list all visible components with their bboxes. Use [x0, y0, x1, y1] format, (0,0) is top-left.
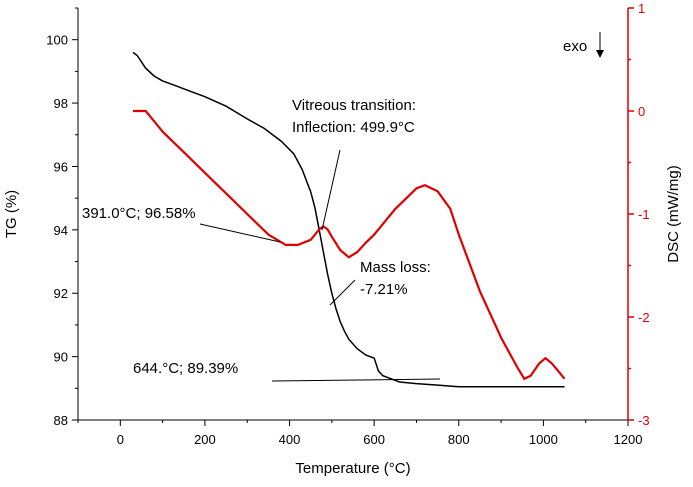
tg-point-annotation: 391.0°C; 96.58% — [82, 205, 196, 222]
y-right-tick-label: -3 — [638, 413, 650, 428]
tg-point-leader-line — [199, 223, 281, 243]
y-axis-left-title: TG (%) — [3, 190, 20, 238]
x-tick-label: 600 — [363, 432, 385, 447]
exo-arrow-icon — [596, 50, 604, 58]
x-tick-label: 400 — [279, 432, 301, 447]
residue-annotation: 644.°C; 89.39% — [133, 360, 238, 377]
vitreous-leader-line — [321, 149, 341, 231]
y-left-tick-label: 92 — [54, 286, 68, 301]
x-tick-label: 800 — [448, 432, 470, 447]
exo-label: exo — [563, 38, 587, 55]
mass-loss-annotation-line2: -7.21% — [360, 281, 408, 298]
x-tick-label: 0 — [117, 432, 124, 447]
y-right-tick-label: -1 — [638, 207, 650, 222]
residue-leader-line — [271, 378, 441, 382]
x-tick-label: 1000 — [529, 432, 558, 447]
mass-loss-annotation-line1: Mass loss: — [360, 259, 431, 276]
dsc-series-line — [133, 109, 566, 381]
y-left-tick-label: 88 — [54, 413, 68, 428]
vitreous-annotation-line1: Vitreous transition: — [292, 97, 416, 114]
tg-series-line — [132, 51, 565, 388]
y-left-tick-label: 96 — [54, 159, 68, 174]
x-tick-label: 200 — [194, 432, 216, 447]
y-right-tick-label: -2 — [638, 310, 650, 325]
vitreous-annotation-line2: Inflection: 499.9°C — [292, 119, 415, 136]
ticks-group — [72, 7, 634, 426]
x-axis-title: Temperature (°C) — [295, 460, 410, 477]
y-axis-right-title: DSC (mW/mg) — [665, 165, 682, 263]
y-right-tick-label: 0 — [638, 104, 645, 119]
mass-loss-leader-line — [329, 279, 356, 306]
tick-labels-group: 0 200 400 600 800 1000 1200 88 90 92 94 96 98 100 -3 -2… — [46, 1, 649, 447]
x-tick-label: 1200 — [614, 432, 643, 447]
y-left-tick-label: 98 — [54, 96, 68, 111]
y-left-tick-label: 100 — [46, 33, 68, 48]
y-right-tick-label: 1 — [638, 1, 645, 16]
y-left-tick-label: 94 — [54, 223, 68, 238]
y-left-tick-label: 90 — [54, 350, 68, 365]
